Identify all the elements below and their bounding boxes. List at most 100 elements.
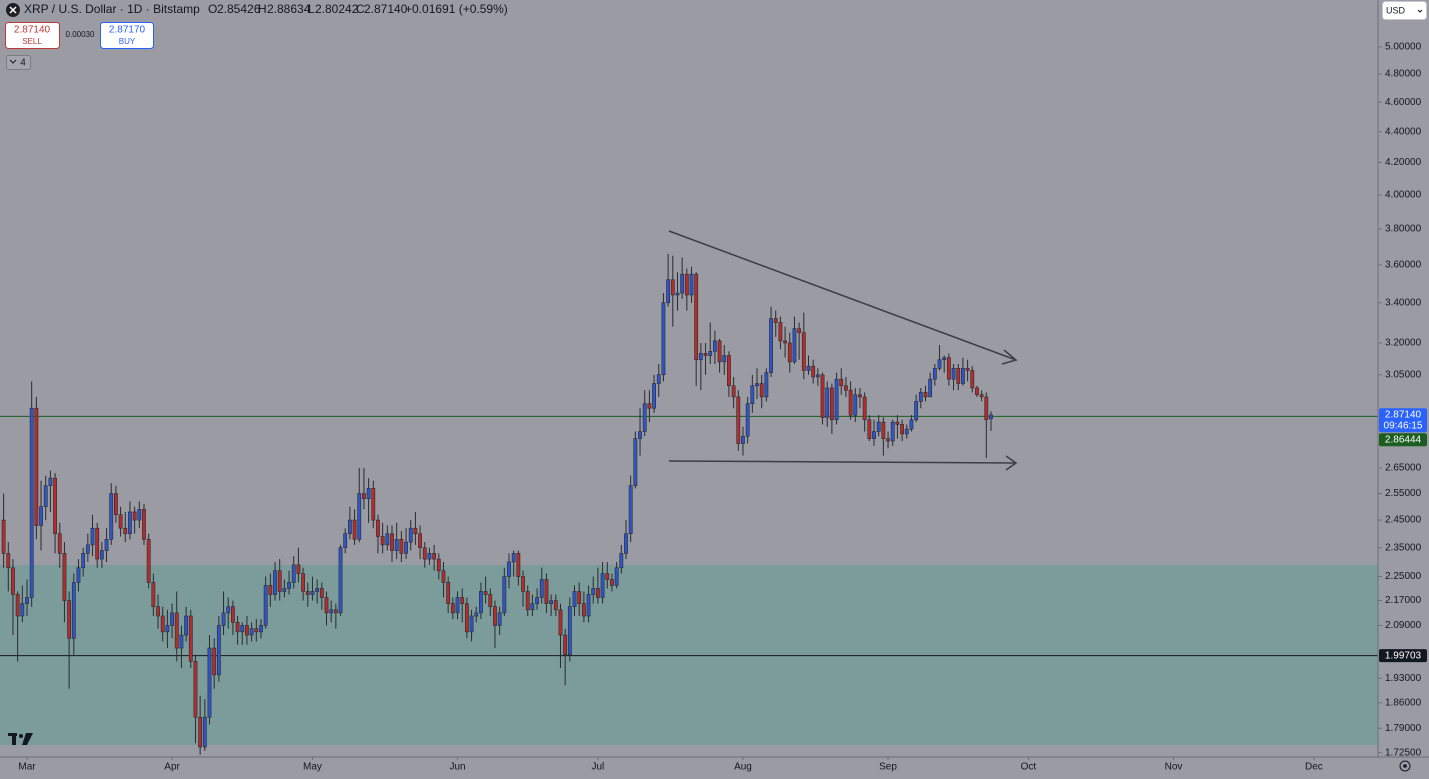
sell-button[interactable]: 2.87140 SELL (5, 22, 60, 49)
y-tick-label: 3.05000 (1385, 369, 1422, 380)
candle-body (769, 318, 773, 373)
candles (1, 253, 993, 755)
candle-body (666, 279, 671, 304)
candle-body (188, 615, 193, 662)
candle-body (951, 367, 956, 380)
candle-body (474, 612, 479, 617)
candle-body (212, 647, 217, 676)
candle-body (479, 591, 483, 614)
candle-body (914, 401, 919, 421)
grid (0, 415, 1378, 657)
x-tick-label: Jul (592, 762, 605, 773)
candle-body (638, 431, 642, 439)
candle-body (362, 493, 366, 500)
candle-body (11, 567, 15, 595)
candle-body (511, 553, 516, 563)
ohlc-key: H (258, 2, 267, 16)
candle-body (984, 396, 989, 421)
sell-label[interactable]: SELL (22, 37, 42, 46)
candle-body (628, 485, 633, 535)
candle-body (207, 647, 212, 718)
candle-body (946, 357, 951, 380)
candle-body (633, 438, 638, 487)
chevron[interactable] (9, 59, 17, 64)
indicator-count[interactable]: 4 (20, 58, 26, 69)
indicator-box[interactable] (6, 55, 31, 70)
candle-body (979, 394, 984, 398)
candle-body (525, 591, 530, 611)
buy-button[interactable]: 2.87170 BUY (100, 22, 154, 49)
indicator-toggle[interactable]: 4 (6, 55, 31, 70)
sell-price[interactable]: 2.87140 (14, 25, 51, 36)
candle-body (858, 394, 862, 398)
candle-body (446, 582, 451, 604)
candle-body (539, 579, 544, 598)
price-label: 1.99703 (1385, 650, 1422, 661)
candle-body (567, 606, 572, 655)
candle-body (460, 597, 465, 604)
candle-body (231, 606, 235, 623)
candle-body (296, 564, 301, 574)
ohlc-value: 2.88634 (267, 2, 311, 16)
settings-icon[interactable] (1399, 760, 1411, 772)
price-label-box (1379, 408, 1427, 433)
candle-body (932, 367, 937, 380)
candle-body (680, 273, 685, 294)
candle-body (773, 318, 778, 323)
candle-body (928, 378, 933, 398)
candle-body (221, 612, 226, 626)
buy-price[interactable]: 2.87170 (109, 25, 146, 36)
candle-body (67, 600, 72, 639)
candle-body (502, 576, 507, 614)
candle-body (872, 431, 876, 439)
candle-body (109, 493, 114, 540)
spread: 0.00030 (66, 30, 95, 39)
candle-body (516, 553, 521, 577)
candle-body (394, 538, 399, 551)
candle-body (755, 383, 759, 387)
y-tick-label: 4.20000 (1385, 157, 1422, 168)
candle-body (305, 591, 310, 595)
y-tick-label: 2.55000 (1385, 488, 1422, 499)
candle-body (137, 509, 142, 521)
currency-select[interactable]: USD (1382, 1, 1427, 20)
candle-body (670, 279, 675, 296)
candle-body (436, 558, 441, 571)
x-tick-label: Sep (879, 762, 897, 773)
candle-body (965, 367, 970, 371)
candle-body (596, 588, 600, 598)
candle-body (717, 340, 722, 363)
candle-body (801, 332, 806, 371)
chevron[interactable] (1417, 9, 1423, 13)
candle-body (614, 567, 619, 586)
candle-body (741, 435, 745, 444)
buy-label[interactable]: BUY (119, 37, 136, 46)
buy-box[interactable] (100, 22, 154, 49)
candle-body (450, 603, 455, 614)
candle-body (829, 387, 834, 421)
candle-body (385, 533, 390, 546)
candle-body (890, 421, 895, 442)
candle-body (282, 588, 287, 592)
candle-body (727, 355, 731, 387)
x-tick-label: Oct (1021, 762, 1037, 773)
candle-body (99, 550, 104, 560)
sell-box[interactable] (5, 22, 60, 49)
candle-body (114, 493, 118, 515)
candle-body (128, 511, 132, 535)
candle-body (811, 365, 816, 378)
candle-body (15, 594, 20, 617)
candle-body (792, 328, 797, 363)
candle-body (970, 370, 975, 389)
x-tick-label: Dec (1305, 762, 1323, 773)
price-label: 2.86444 (1385, 434, 1422, 445)
candle-body (193, 661, 198, 718)
candle-body (156, 606, 160, 617)
candle-body (787, 342, 792, 363)
candle-body (600, 573, 605, 598)
currency[interactable]: USD (1386, 5, 1406, 15)
candle-body (759, 383, 764, 398)
candle-body (900, 424, 904, 435)
candle-body (694, 273, 699, 361)
currency-box[interactable] (1382, 1, 1427, 20)
